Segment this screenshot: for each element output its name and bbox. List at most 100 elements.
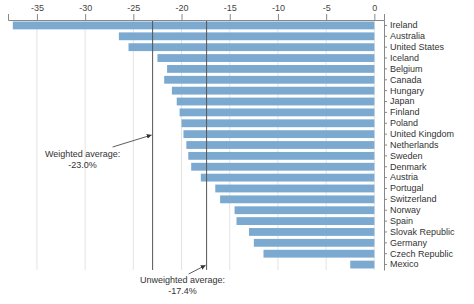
x-tick: -20 (176, 3, 189, 20)
marks (13, 20, 375, 270)
bar (13, 22, 375, 30)
y-tick-label: Portugal (390, 183, 424, 193)
y-tick: Portugal (384, 183, 424, 193)
annotation-line: -23.0% (68, 160, 97, 170)
y-tick-mark (384, 242, 387, 243)
x-tick-mark (374, 14, 375, 20)
y-tick-mark (384, 68, 387, 69)
y-tick: Hungary (384, 86, 425, 96)
x-tick-mark (326, 14, 327, 20)
annotations: Weighted average:-23.0% Unweighted averag… (45, 135, 225, 296)
y-tick-label: Netherlands (390, 140, 439, 150)
y-tick: United Kingdom (384, 129, 454, 139)
bar (180, 108, 375, 116)
bar (129, 43, 375, 51)
y-tick-mark (384, 155, 387, 156)
bar (188, 152, 374, 160)
y-tick-label: Ireland (390, 20, 418, 30)
x-tick-mark (37, 14, 38, 20)
x-tick-label: -30 (79, 3, 92, 13)
y-tick-label: Spain (390, 216, 413, 226)
annotation-line: -17.4% (168, 286, 197, 296)
y-tick: Netherlands (384, 140, 439, 150)
y-tick-label: Iceland (390, 53, 419, 63)
x-tick: -5 (323, 3, 331, 20)
bar (201, 174, 375, 182)
bar (254, 239, 375, 247)
x-tick-mark (278, 14, 279, 20)
y-tick-label: United Kingdom (390, 129, 454, 139)
y-tick-mark (384, 134, 387, 135)
y-tick-mark (384, 25, 387, 26)
bar (249, 228, 374, 236)
annotation-arrow (113, 135, 152, 147)
y-tick-mark (384, 101, 387, 102)
y-tick-mark (384, 58, 387, 59)
y-tick-mark (384, 90, 387, 91)
y-tick-mark (384, 47, 387, 48)
y-tick-label: Canada (390, 75, 422, 85)
y-tick-label: Czech Republic (390, 249, 454, 259)
y-tick: Czech Republic (384, 249, 454, 259)
x-tick-mark (182, 14, 183, 20)
y-tick-mark (384, 123, 387, 124)
y-tick-label: Japan (390, 96, 415, 106)
y-tick: Iceland (384, 53, 419, 63)
bar (191, 163, 374, 171)
y-tick-mark (384, 166, 387, 167)
bar (235, 206, 375, 214)
y-tick: Japan (384, 96, 415, 106)
x-tick-label: -25 (127, 3, 140, 13)
bar (157, 54, 374, 62)
y-tick: Australia (384, 31, 425, 41)
chart: -35-30-25-20-15-10-50IrelandAustraliaUni… (0, 0, 474, 304)
bar (215, 185, 374, 193)
x-tick-label: -10 (272, 3, 285, 13)
annotation-arrow (189, 265, 206, 274)
y-tick-label: Norway (390, 205, 421, 215)
y-tick-label: Hungary (390, 86, 425, 96)
bar (236, 217, 374, 225)
y-tick-mark (384, 221, 387, 222)
reference-line (152, 20, 153, 270)
y-tick: Denmark (384, 162, 427, 172)
y-tick-mark (384, 210, 387, 211)
x-tick: 0 (372, 3, 377, 20)
x-axis-line (9, 14, 385, 21)
x-axis: -35-30-25-20-15-10-50 (9, 3, 385, 21)
y-tick: United States (384, 42, 445, 52)
bar (220, 195, 374, 203)
y-tick: Poland (384, 118, 418, 128)
y-tick-label: Germany (390, 238, 428, 248)
grid-line (85, 20, 86, 270)
y-tick-label: Poland (390, 118, 418, 128)
y-tick: Canada (384, 75, 422, 85)
y-tick-label: Mexico (390, 259, 419, 269)
y-tick-mark (384, 253, 387, 254)
x-tick-label: -15 (224, 3, 237, 13)
y-tick-mark (384, 199, 387, 200)
bar (164, 76, 374, 84)
y-tick-mark (384, 177, 387, 178)
y-tick-label: Slovak Republic (390, 227, 455, 237)
bar (172, 87, 374, 95)
x-tick-mark (133, 14, 134, 20)
y-tick-label: Finland (390, 107, 420, 117)
x-tick-label: 0 (372, 3, 377, 13)
annotation-text: Weighted average:-23.0% (45, 149, 120, 170)
y-tick-mark (384, 231, 387, 232)
y-tick: Switzerland (384, 194, 437, 204)
y-tick-label: Australia (390, 31, 425, 41)
y-tick-mark (384, 188, 387, 189)
y-tick-mark (384, 112, 387, 113)
x-tick: -15 (224, 3, 237, 20)
plot: -35-30-25-20-15-10-50IrelandAustraliaUni… (9, 3, 456, 271)
x-tick: -10 (272, 3, 285, 20)
x-tick: -30 (79, 3, 92, 20)
bar (350, 261, 374, 269)
bar (263, 250, 374, 258)
y-tick: Norway (384, 205, 421, 215)
annotation-text: Unweighted average:-17.4% (140, 275, 225, 296)
bar (182, 119, 375, 127)
y-tick: Sweden (384, 151, 423, 161)
